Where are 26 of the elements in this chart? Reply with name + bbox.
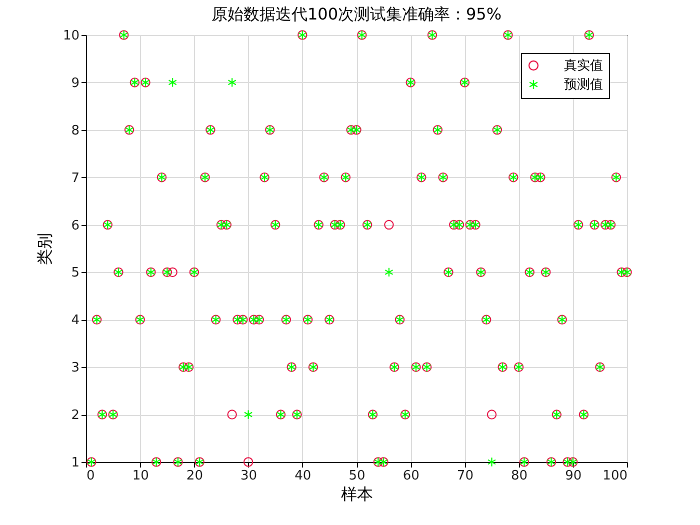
legend-label: 预测值: [564, 78, 603, 92]
x-tick-label: 50: [348, 468, 366, 484]
y-tick-label: 6: [71, 218, 80, 234]
x-tick-label: 60: [402, 468, 420, 484]
x-tick-label: 10: [132, 468, 149, 484]
y-tick-label: 1: [71, 456, 80, 470]
x-tick-label: 0: [86, 468, 95, 484]
chart-title: 原始数据迭代100次测试集准确率：95%: [211, 4, 502, 24]
x-tick-label: 100: [602, 468, 628, 484]
y-tick-label: 3: [71, 360, 80, 376]
x-tick-label: 20: [186, 468, 203, 484]
x-tick-label: 30: [240, 468, 258, 484]
y-tick-label: 4: [71, 313, 80, 328]
y-tick-label: 8: [71, 123, 80, 138]
legend-label: 真实值: [564, 58, 603, 74]
y-tick-label: 10: [62, 28, 80, 44]
x-tick-label: 80: [511, 468, 528, 484]
y-tick-label: 2: [71, 408, 80, 424]
y-tick-label: 7: [71, 170, 80, 186]
x-tick-label: 40: [294, 468, 312, 484]
y-tick-label: 9: [71, 76, 80, 91]
x-axis-title: 样本: [341, 484, 373, 504]
x-tick-label: 70: [456, 468, 474, 484]
x-tick-label: 90: [565, 468, 582, 484]
y-tick-label: 5: [71, 266, 80, 281]
y-axis-title: 类别: [34, 233, 54, 265]
